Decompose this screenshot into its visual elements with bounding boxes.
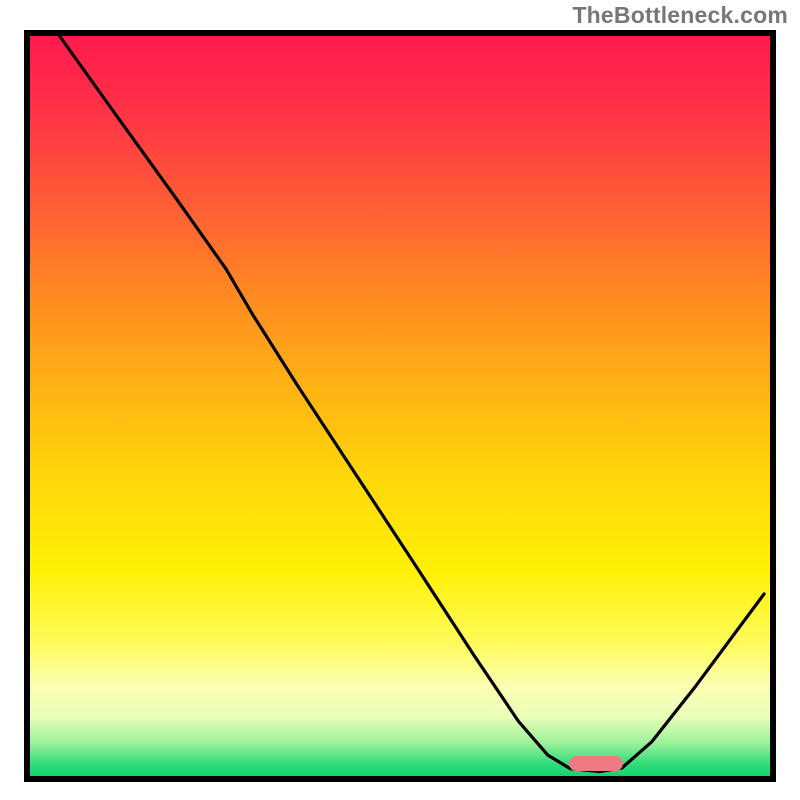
optimal-marker bbox=[569, 756, 624, 771]
chart-border-top bbox=[24, 30, 776, 36]
chart-border-left bbox=[24, 30, 30, 782]
chart-frame bbox=[24, 30, 776, 782]
root-container: { "canvas": { "width": 800, "height": 80… bbox=[0, 0, 800, 800]
watermark-text: TheBottleneck.com bbox=[572, 2, 788, 29]
chart-border-bottom bbox=[24, 776, 776, 782]
bottleneck-curve bbox=[24, 30, 776, 782]
curve-path bbox=[60, 36, 764, 772]
chart-border-right bbox=[770, 30, 776, 782]
